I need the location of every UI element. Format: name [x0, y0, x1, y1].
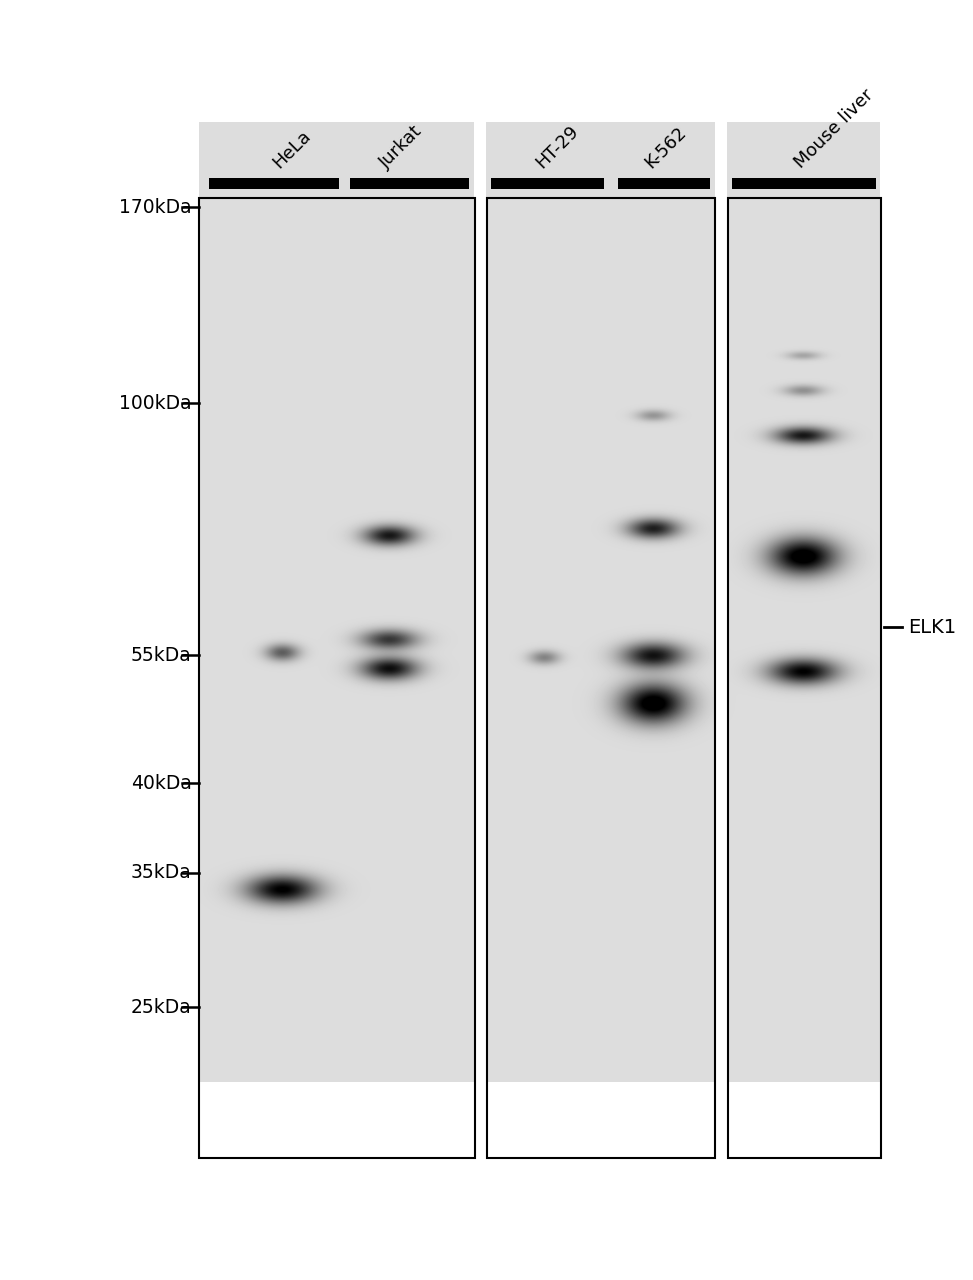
Text: HeLa: HeLa	[270, 127, 314, 172]
Bar	[491, 178, 604, 189]
Bar	[618, 178, 710, 189]
Text: 100kDa: 100kDa	[119, 394, 192, 412]
Text: Jurkat: Jurkat	[377, 122, 426, 172]
Bar	[728, 198, 881, 1158]
Text: 35kDa: 35kDa	[131, 864, 192, 882]
Bar	[209, 178, 339, 189]
Text: 25kDa: 25kDa	[131, 998, 192, 1016]
Bar	[486, 198, 715, 1158]
Text: K-562: K-562	[641, 123, 690, 172]
Text: ELK1: ELK1	[908, 618, 955, 636]
Text: 55kDa: 55kDa	[131, 646, 192, 664]
Text: HT-29: HT-29	[532, 122, 582, 172]
Text: Mouse liver: Mouse liver	[791, 86, 877, 172]
Text: 40kDa: 40kDa	[130, 774, 192, 792]
Text: 170kDa: 170kDa	[119, 198, 192, 216]
Bar	[350, 178, 469, 189]
Bar	[732, 178, 876, 189]
Bar	[199, 198, 475, 1158]
